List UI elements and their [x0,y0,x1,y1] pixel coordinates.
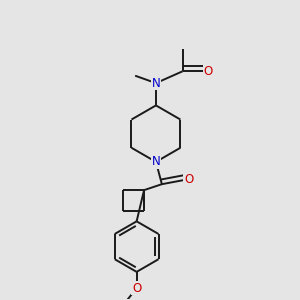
Text: O: O [184,173,193,186]
Text: O: O [203,65,213,78]
Text: N: N [152,76,160,90]
Text: N: N [152,155,160,168]
Text: O: O [132,282,141,295]
